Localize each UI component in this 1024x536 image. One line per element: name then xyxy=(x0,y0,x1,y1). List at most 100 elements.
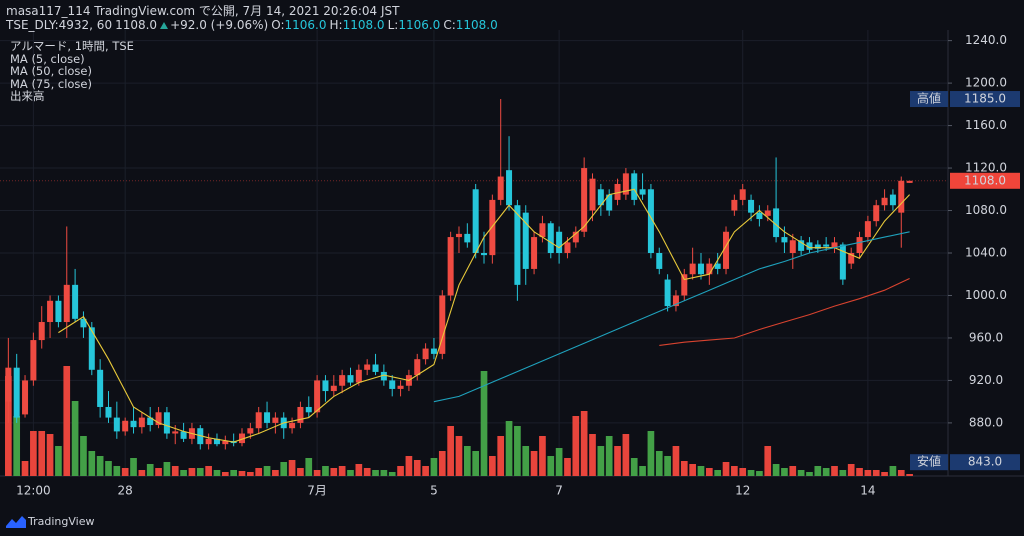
volume-bar xyxy=(297,468,304,476)
volume-bar xyxy=(906,474,913,476)
candle-body xyxy=(72,284,79,319)
volume-bar xyxy=(872,470,880,476)
volume-bar xyxy=(597,446,605,476)
candle-body xyxy=(322,380,329,392)
candle-body xyxy=(330,385,337,392)
candle-body xyxy=(22,380,29,415)
volume-bar xyxy=(472,451,480,476)
volume-bar xyxy=(822,468,830,476)
volume-bar xyxy=(739,468,747,476)
candle-body xyxy=(572,231,579,243)
volume-bar xyxy=(21,461,29,476)
candle-body xyxy=(105,406,112,418)
x-tick-label: 28 xyxy=(118,484,133,498)
volume-bar xyxy=(96,456,104,476)
candle-body xyxy=(723,231,730,269)
volume-bar xyxy=(622,434,630,476)
volume-bar xyxy=(647,431,655,476)
header-line1: masa117_114 TradingView.com で公開, 7月 14, … xyxy=(6,4,400,18)
y-tick-label: 880.0 xyxy=(969,415,1003,429)
y-tick-label: 1200.0 xyxy=(965,76,1007,90)
candle-body xyxy=(297,406,304,423)
candle-body xyxy=(556,231,563,253)
candle-body xyxy=(464,233,471,243)
candle-body xyxy=(522,212,529,269)
price: 1108.0 xyxy=(115,18,158,32)
volume-bar xyxy=(605,436,613,476)
candle-body xyxy=(430,348,437,354)
y-tick-label: 1000.0 xyxy=(965,288,1007,302)
y-tick-label: 1080.0 xyxy=(965,203,1007,217)
candle-body xyxy=(823,244,830,247)
volume-bar xyxy=(689,464,696,476)
volume-bar xyxy=(155,468,162,476)
volume-bar xyxy=(847,464,855,476)
ohlc-key: C: xyxy=(443,18,456,32)
candle-body xyxy=(163,412,170,434)
candle-body xyxy=(247,428,254,434)
candle-body xyxy=(706,263,713,275)
candle-body xyxy=(314,380,321,413)
candle-body xyxy=(80,318,87,328)
candle-body xyxy=(305,406,312,413)
x-tick-label: 7月 xyxy=(307,484,327,498)
candle-body xyxy=(239,433,246,444)
candle-body xyxy=(506,170,513,206)
volume-bar xyxy=(113,466,121,476)
legend-entry: MA (5, close) xyxy=(10,51,85,66)
volume-bar xyxy=(88,451,96,476)
candle-body xyxy=(664,279,671,307)
legend: アルマード, 1時間, TSE MA (5, close) MA (50, clo… xyxy=(10,40,134,103)
volume-bar xyxy=(422,466,429,476)
volume-bar xyxy=(806,472,813,476)
candle-body xyxy=(355,369,362,383)
volume-bar xyxy=(255,468,263,476)
volume-bar xyxy=(455,436,463,476)
candle-body xyxy=(289,422,296,429)
volume-bar xyxy=(572,416,580,476)
candle-body xyxy=(5,367,12,402)
candle-body xyxy=(681,274,688,296)
volume-bar xyxy=(55,446,62,476)
ohlc-value: 1108.0 xyxy=(342,18,385,32)
volume-bar xyxy=(146,464,154,476)
candle-body xyxy=(889,194,896,206)
volume-bar xyxy=(497,436,505,476)
volume-bar xyxy=(655,451,663,476)
candle-body xyxy=(130,420,137,428)
volume-bar xyxy=(171,466,179,476)
candle-body xyxy=(55,300,62,323)
volume-bar xyxy=(489,456,496,476)
volume-bar xyxy=(380,470,388,476)
candle-body xyxy=(30,340,37,381)
volume-bar xyxy=(814,466,822,476)
candle-body xyxy=(222,440,229,445)
candle-body xyxy=(531,237,538,269)
volume-bar xyxy=(705,468,713,476)
volume-bar xyxy=(781,468,788,476)
candle-body xyxy=(455,233,462,238)
volume-bar xyxy=(180,470,187,476)
volume-bar xyxy=(247,472,254,476)
candle-body xyxy=(397,385,404,389)
volume-bar xyxy=(564,458,571,476)
candle-body xyxy=(88,327,95,370)
volume-bar xyxy=(397,466,404,476)
volume-bar xyxy=(839,470,847,476)
volume-bar xyxy=(789,466,797,476)
candle-body xyxy=(539,223,546,238)
candle-body xyxy=(380,371,387,381)
volume-bar xyxy=(305,458,313,476)
candle-body xyxy=(497,176,504,200)
volume-bar xyxy=(405,456,413,476)
volume-bar xyxy=(539,436,546,476)
x-tick-label: 7 xyxy=(555,484,563,498)
candle-body xyxy=(614,183,621,200)
candle-body xyxy=(364,364,371,370)
marker-label: 高値 xyxy=(917,91,941,106)
candle-body xyxy=(547,223,554,253)
candle-body xyxy=(839,244,846,280)
volume-bar xyxy=(80,436,87,476)
candle-body xyxy=(564,242,571,253)
candle-body xyxy=(831,242,838,248)
